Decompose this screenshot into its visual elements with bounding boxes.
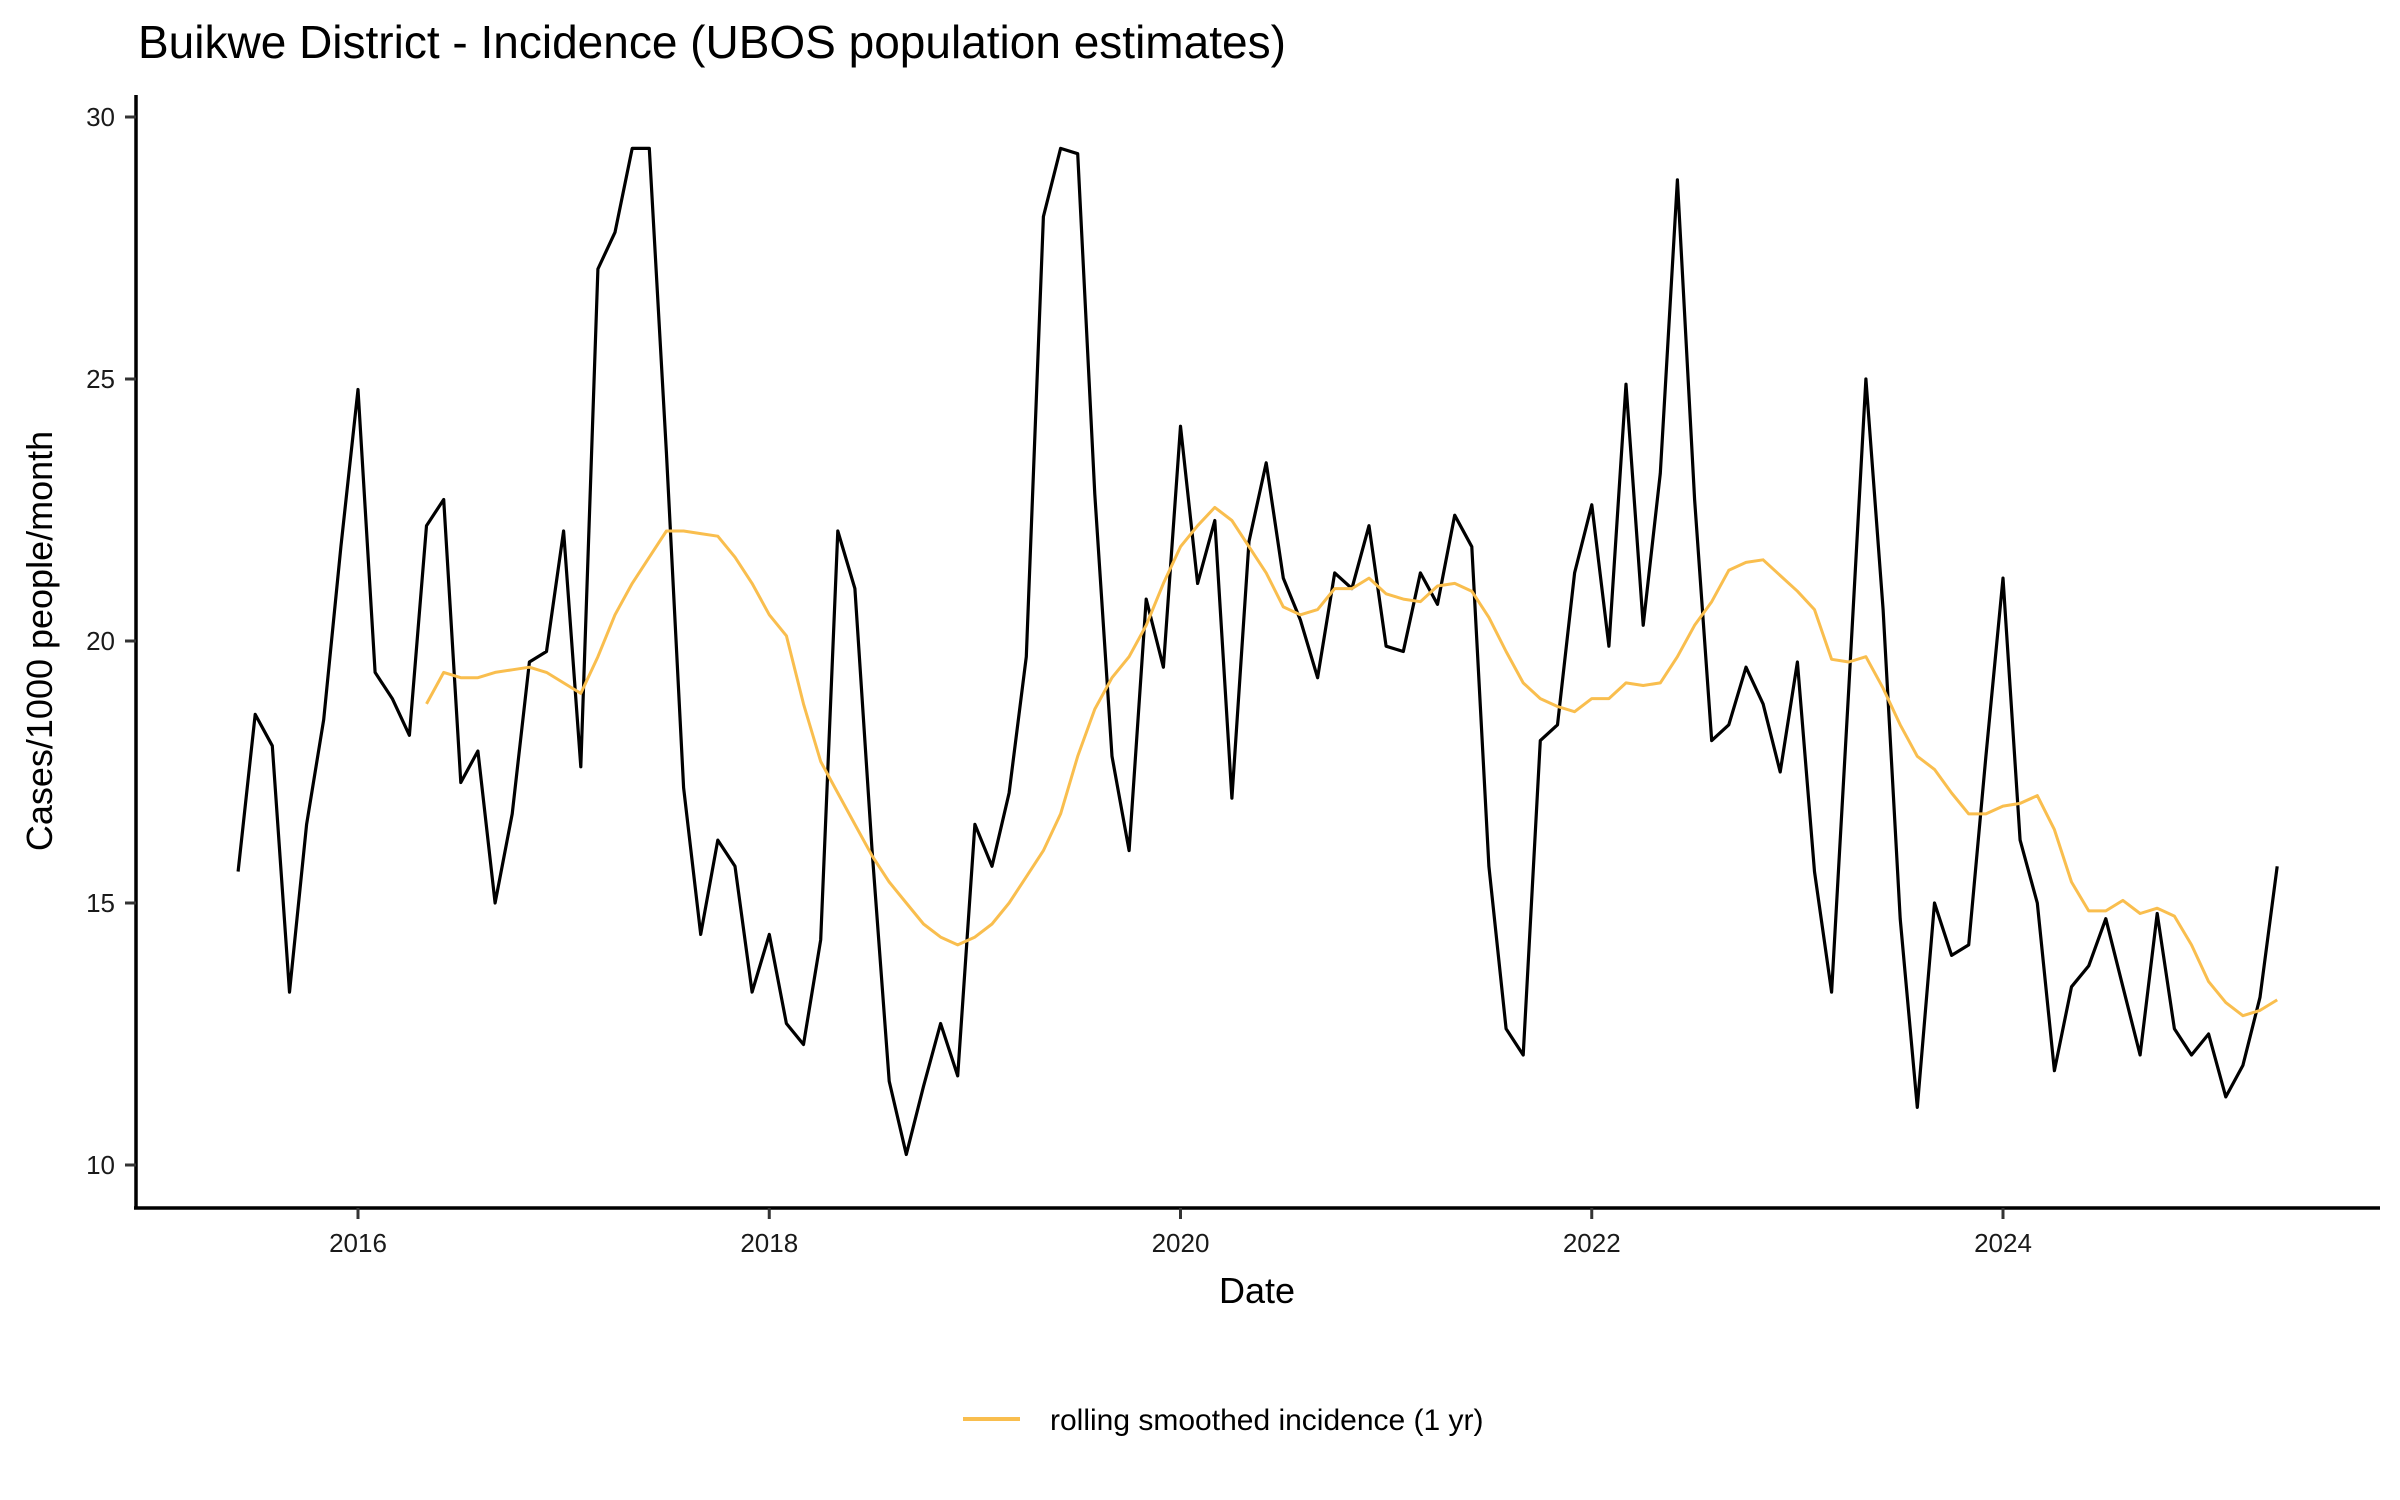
x-tick-label: 2016 <box>329 1228 387 1258</box>
x-tick-label: 2020 <box>1152 1228 1210 1258</box>
x-axis-ticks: 2016 2018 2020 2022 2024 <box>329 1208 2032 1258</box>
chart-title: Buikwe District - Incidence (UBOS popula… <box>138 16 1286 68</box>
y-tick-label: 25 <box>86 364 115 394</box>
legend-label-rolling: rolling smoothed incidence (1 yr) <box>1050 1404 1484 1437</box>
y-tick-label: 10 <box>86 1150 115 1180</box>
x-tick-label: 2024 <box>1974 1228 2032 1258</box>
plot-area <box>236 146 2279 1157</box>
y-tick-label: 15 <box>86 888 115 918</box>
series-line-incidence <box>236 146 2279 1157</box>
y-tick-label: 20 <box>86 626 115 656</box>
x-tick-label: 2018 <box>740 1228 798 1258</box>
y-axis-ticks: 10 15 20 25 30 <box>86 102 136 1180</box>
series-line-rolling-smoothed-incidence-1-yr <box>425 505 2278 1018</box>
y-tick-label: 30 <box>86 102 115 132</box>
x-axis-title: Date <box>1219 1270 1295 1311</box>
y-axis-title: Cases/1000 people/month <box>19 431 60 851</box>
legend: rolling smoothed incidence (1 yr) <box>963 1404 1484 1437</box>
x-tick-label: 2022 <box>1563 1228 1621 1258</box>
series-layer <box>236 146 2279 1157</box>
